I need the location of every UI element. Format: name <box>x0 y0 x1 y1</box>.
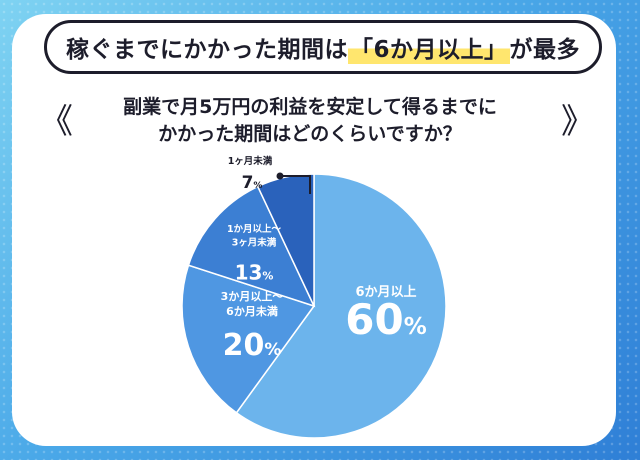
slice-1-to-3-months <box>187 185 316 308</box>
slice-label-3-line-2: 3ヶ月未満 <box>232 237 277 249</box>
headline-suffix: が最多 <box>509 37 580 63</box>
slice-value-4: 7% <box>242 173 263 193</box>
slice-label-4-line-1: 1ヶ月未満 <box>228 155 273 167</box>
slice-6-months-plus <box>235 173 447 439</box>
slice-value-2: 20% <box>223 328 282 363</box>
callout-leader-line <box>280 175 311 194</box>
headline-highlight: 「6か月以上」 <box>347 30 510 64</box>
question-line-2: かかった期間はどのくらいですか？ <box>158 123 462 145</box>
slice-label-2-line-1: 3か月以上〜 <box>221 289 284 303</box>
callout-dot <box>276 172 284 180</box>
slice-3-to-6-months <box>181 264 316 414</box>
slice-label-2-line-2: 6か月未満 <box>226 304 278 318</box>
headline-banner: 稼ぐまでにかかった期間は 「6か月以上」 が最多 <box>44 20 602 74</box>
slice-label-3-line-1: 1か月以上〜 <box>227 223 282 235</box>
survey-question: 副業で月5万円の利益を安定して得るまでに かかった期間はどのくらいですか？ <box>95 94 525 148</box>
slice-under-1-month <box>256 173 315 307</box>
slice-value-1: 60% <box>345 295 427 344</box>
prev-arrow-icon[interactable]: 《 <box>39 101 73 142</box>
slice-value-3: 13% <box>235 261 274 285</box>
next-arrow-icon[interactable]: 》 <box>561 101 595 142</box>
slice-label-1-line-1: 6か月以上 <box>355 285 416 300</box>
headline-prefix: 稼ぐまでにかかった期間は <box>65 37 348 63</box>
question-line-1: 副業で月5万円の利益を安定して得るまでに <box>123 96 497 118</box>
